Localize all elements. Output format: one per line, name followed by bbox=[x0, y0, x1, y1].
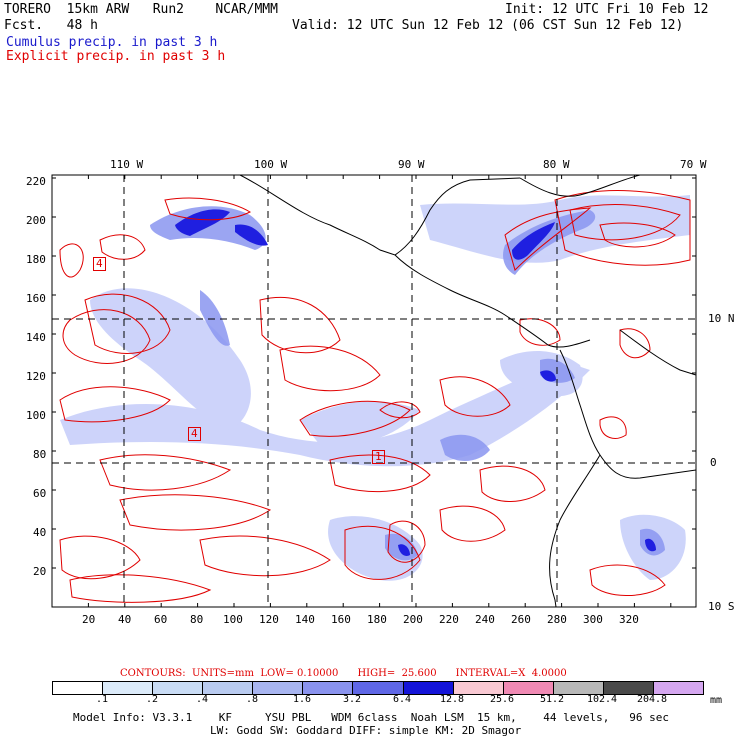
colorbar-value-label: 1.6 bbox=[292, 694, 312, 705]
colorbar-swatch bbox=[552, 682, 603, 694]
model-info-line-2: LW: Godd SW: Goddard DIFF: simple KM: 2D… bbox=[210, 724, 522, 737]
y-label: 60 bbox=[33, 487, 47, 500]
lon-label: 100 W bbox=[254, 158, 288, 171]
contour-label-box: 4 bbox=[188, 427, 201, 441]
x-label: 20 bbox=[82, 613, 96, 626]
colorbar-swatch bbox=[452, 682, 503, 694]
colorbar-unit: mm bbox=[710, 695, 723, 706]
colorbar-value-label: 12.8 bbox=[439, 694, 465, 705]
y-label: 80 bbox=[33, 448, 47, 461]
lon-label: 110 W bbox=[110, 158, 144, 171]
colorbar-swatch bbox=[152, 682, 203, 694]
coastline bbox=[239, 175, 696, 607]
colorbar-value-label: 102.4 bbox=[586, 694, 618, 705]
colorbar-value-label: 204.8 bbox=[636, 694, 668, 705]
x-label: 180 bbox=[367, 613, 387, 626]
heavy-precip-shading bbox=[175, 209, 656, 556]
init-time: Init: 12 UTC Fri 10 Feb 12 bbox=[505, 2, 709, 17]
x-label: 220 bbox=[439, 613, 459, 626]
x-label: 260 bbox=[511, 613, 531, 626]
model-title: TORERO 15km ARW Run2 NCAR/MMM bbox=[4, 2, 278, 17]
colorbar-swatch bbox=[102, 682, 153, 694]
y-label: 180 bbox=[26, 253, 46, 266]
map-frame bbox=[51, 174, 697, 608]
contour-label-box: 1 bbox=[372, 450, 385, 464]
colorbar-value-label: .2 bbox=[145, 694, 159, 705]
colorbar-value-label: .1 bbox=[95, 694, 109, 705]
colorbar-swatch bbox=[352, 682, 403, 694]
explicit-precip-contours bbox=[59, 190, 691, 603]
colorbar-swatch bbox=[252, 682, 303, 694]
lon-label: 90 W bbox=[398, 158, 425, 171]
colorbar-value-label: .4 bbox=[195, 694, 209, 705]
lat-label: 10 N bbox=[708, 312, 735, 325]
lat-lon-grid bbox=[52, 175, 696, 607]
colorbar-value-label: .8 bbox=[245, 694, 259, 705]
y-label: 140 bbox=[26, 331, 46, 344]
colorbar-swatch bbox=[302, 682, 353, 694]
colorbar-value-label: 6.4 bbox=[392, 694, 412, 705]
y-label: 160 bbox=[26, 292, 46, 305]
y-label: 20 bbox=[33, 565, 47, 578]
x-label: 100 bbox=[223, 613, 243, 626]
x-label: 120 bbox=[259, 613, 279, 626]
colorbar-swatch bbox=[53, 682, 103, 694]
y-label: 100 bbox=[26, 409, 46, 422]
lat-label: 0 bbox=[710, 456, 717, 469]
lon-label: 70 W bbox=[680, 158, 707, 171]
lat-label: 10 S bbox=[708, 600, 735, 613]
cumulus-precip-label: Cumulus precip. in past 3 h bbox=[6, 35, 218, 50]
forecast-hour: Fcst. 48 h bbox=[4, 18, 98, 33]
x-label: 240 bbox=[475, 613, 495, 626]
map-content bbox=[52, 175, 696, 607]
colorbar-swatch bbox=[202, 682, 253, 694]
colorbar-value-label: 51.2 bbox=[539, 694, 565, 705]
colorbar-labels: .1 .2 .4 .8 1.6 3.2 6.4 12.8 25.6 51.2 102.4 204.8 bbox=[52, 694, 702, 706]
explicit-precip-label: Explicit precip. in past 3 h bbox=[6, 49, 226, 64]
y-label: 220 bbox=[26, 175, 46, 188]
y-label: 200 bbox=[26, 214, 46, 227]
colorbar-swatch bbox=[502, 682, 553, 694]
model-info-line-1: Model Info: V3.3.1 KF YSU PBL WDM 6class… bbox=[73, 711, 670, 724]
axis-ticks bbox=[51, 175, 696, 608]
colorbar-swatch bbox=[602, 682, 653, 694]
colorbar-swatch bbox=[402, 682, 453, 694]
y-label: 120 bbox=[26, 370, 46, 383]
x-label: 60 bbox=[154, 613, 168, 626]
colorbar bbox=[52, 681, 704, 695]
valid-time: Valid: 12 UTC Sun 12 Feb 12 (06 CST Sun … bbox=[292, 18, 684, 33]
x-label: 320 bbox=[619, 613, 639, 626]
x-label: 80 bbox=[190, 613, 204, 626]
contours-caption: CONTOURS: UNITS=mm LOW= 0.10000 HIGH= 25… bbox=[120, 668, 567, 679]
y-label: 40 bbox=[33, 526, 47, 539]
lon-label: 80 W bbox=[543, 158, 570, 171]
x-label: 300 bbox=[583, 613, 603, 626]
x-label: 160 bbox=[331, 613, 351, 626]
x-label: 200 bbox=[403, 613, 423, 626]
colorbar-value-label: 3.2 bbox=[342, 694, 362, 705]
contour-label-box: 4 bbox=[93, 257, 106, 271]
x-label: 140 bbox=[295, 613, 315, 626]
x-label: 40 bbox=[118, 613, 132, 626]
x-label: 280 bbox=[547, 613, 567, 626]
colorbar-swatch bbox=[652, 682, 704, 694]
colorbar-value-label: 25.6 bbox=[489, 694, 515, 705]
cumulus-precip-shading bbox=[60, 195, 690, 581]
